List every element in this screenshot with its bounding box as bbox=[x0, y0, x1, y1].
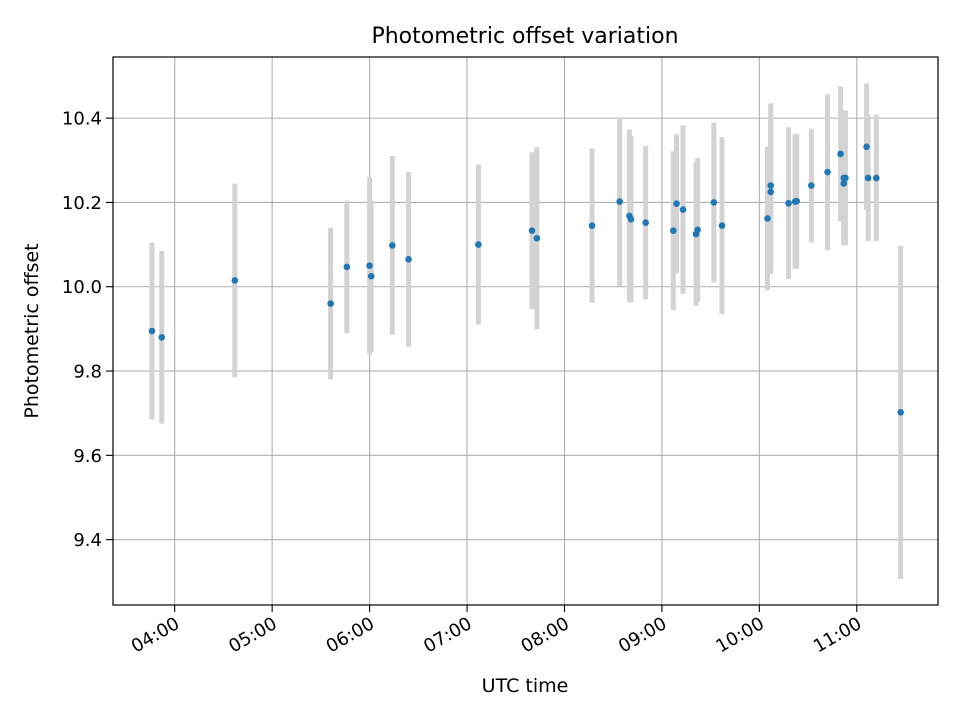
y-tick-label: 9.6 bbox=[73, 446, 102, 467]
data-point bbox=[528, 227, 536, 234]
data-point bbox=[588, 222, 596, 229]
data-point bbox=[824, 168, 831, 176]
y-axis: 9.4 9.6 9.8 10.0 10.2 10.4 bbox=[62, 109, 113, 551]
data-point bbox=[343, 263, 351, 271]
data-point bbox=[840, 180, 848, 187]
data-point bbox=[616, 198, 623, 205]
data-point bbox=[673, 200, 680, 207]
data-point bbox=[718, 222, 726, 229]
data-point bbox=[627, 215, 635, 223]
data-points bbox=[148, 143, 904, 416]
data-point bbox=[669, 227, 677, 234]
data-point bbox=[842, 174, 849, 182]
data-point bbox=[389, 242, 396, 249]
data-point bbox=[897, 409, 904, 416]
y-tick-label: 10.2 bbox=[62, 193, 102, 214]
data-point bbox=[533, 234, 541, 242]
data-point bbox=[863, 143, 870, 151]
data-point bbox=[475, 241, 482, 248]
data-point bbox=[679, 206, 687, 213]
plot-frame bbox=[112, 56, 939, 606]
data-point bbox=[785, 199, 792, 207]
chart-title: Photometric offset variation bbox=[371, 24, 678, 49]
y-tick-label: 10.0 bbox=[62, 277, 102, 298]
y-tick-label: 9.8 bbox=[73, 362, 102, 383]
data-point bbox=[158, 334, 166, 341]
data-point bbox=[837, 150, 844, 158]
data-point bbox=[366, 262, 373, 269]
data-point bbox=[642, 219, 649, 226]
y-axis-label: Photometric offset bbox=[21, 243, 43, 418]
y-tick-label: 9.4 bbox=[73, 530, 102, 551]
data-point bbox=[793, 197, 801, 205]
data-point bbox=[872, 174, 880, 182]
data-point bbox=[694, 226, 701, 234]
data-point bbox=[764, 215, 771, 222]
x-axis-label: UTC time bbox=[482, 675, 569, 697]
data-point bbox=[767, 182, 775, 189]
data-point bbox=[367, 272, 375, 280]
grid bbox=[113, 57, 938, 605]
data-point bbox=[710, 199, 718, 206]
data-point bbox=[148, 327, 156, 335]
data-point bbox=[231, 277, 239, 284]
data-point bbox=[405, 256, 412, 263]
data-point bbox=[767, 188, 775, 196]
data-point bbox=[864, 174, 872, 182]
y-tick-label: 10.4 bbox=[62, 109, 102, 130]
data-point bbox=[808, 182, 815, 189]
data-point bbox=[327, 300, 334, 307]
